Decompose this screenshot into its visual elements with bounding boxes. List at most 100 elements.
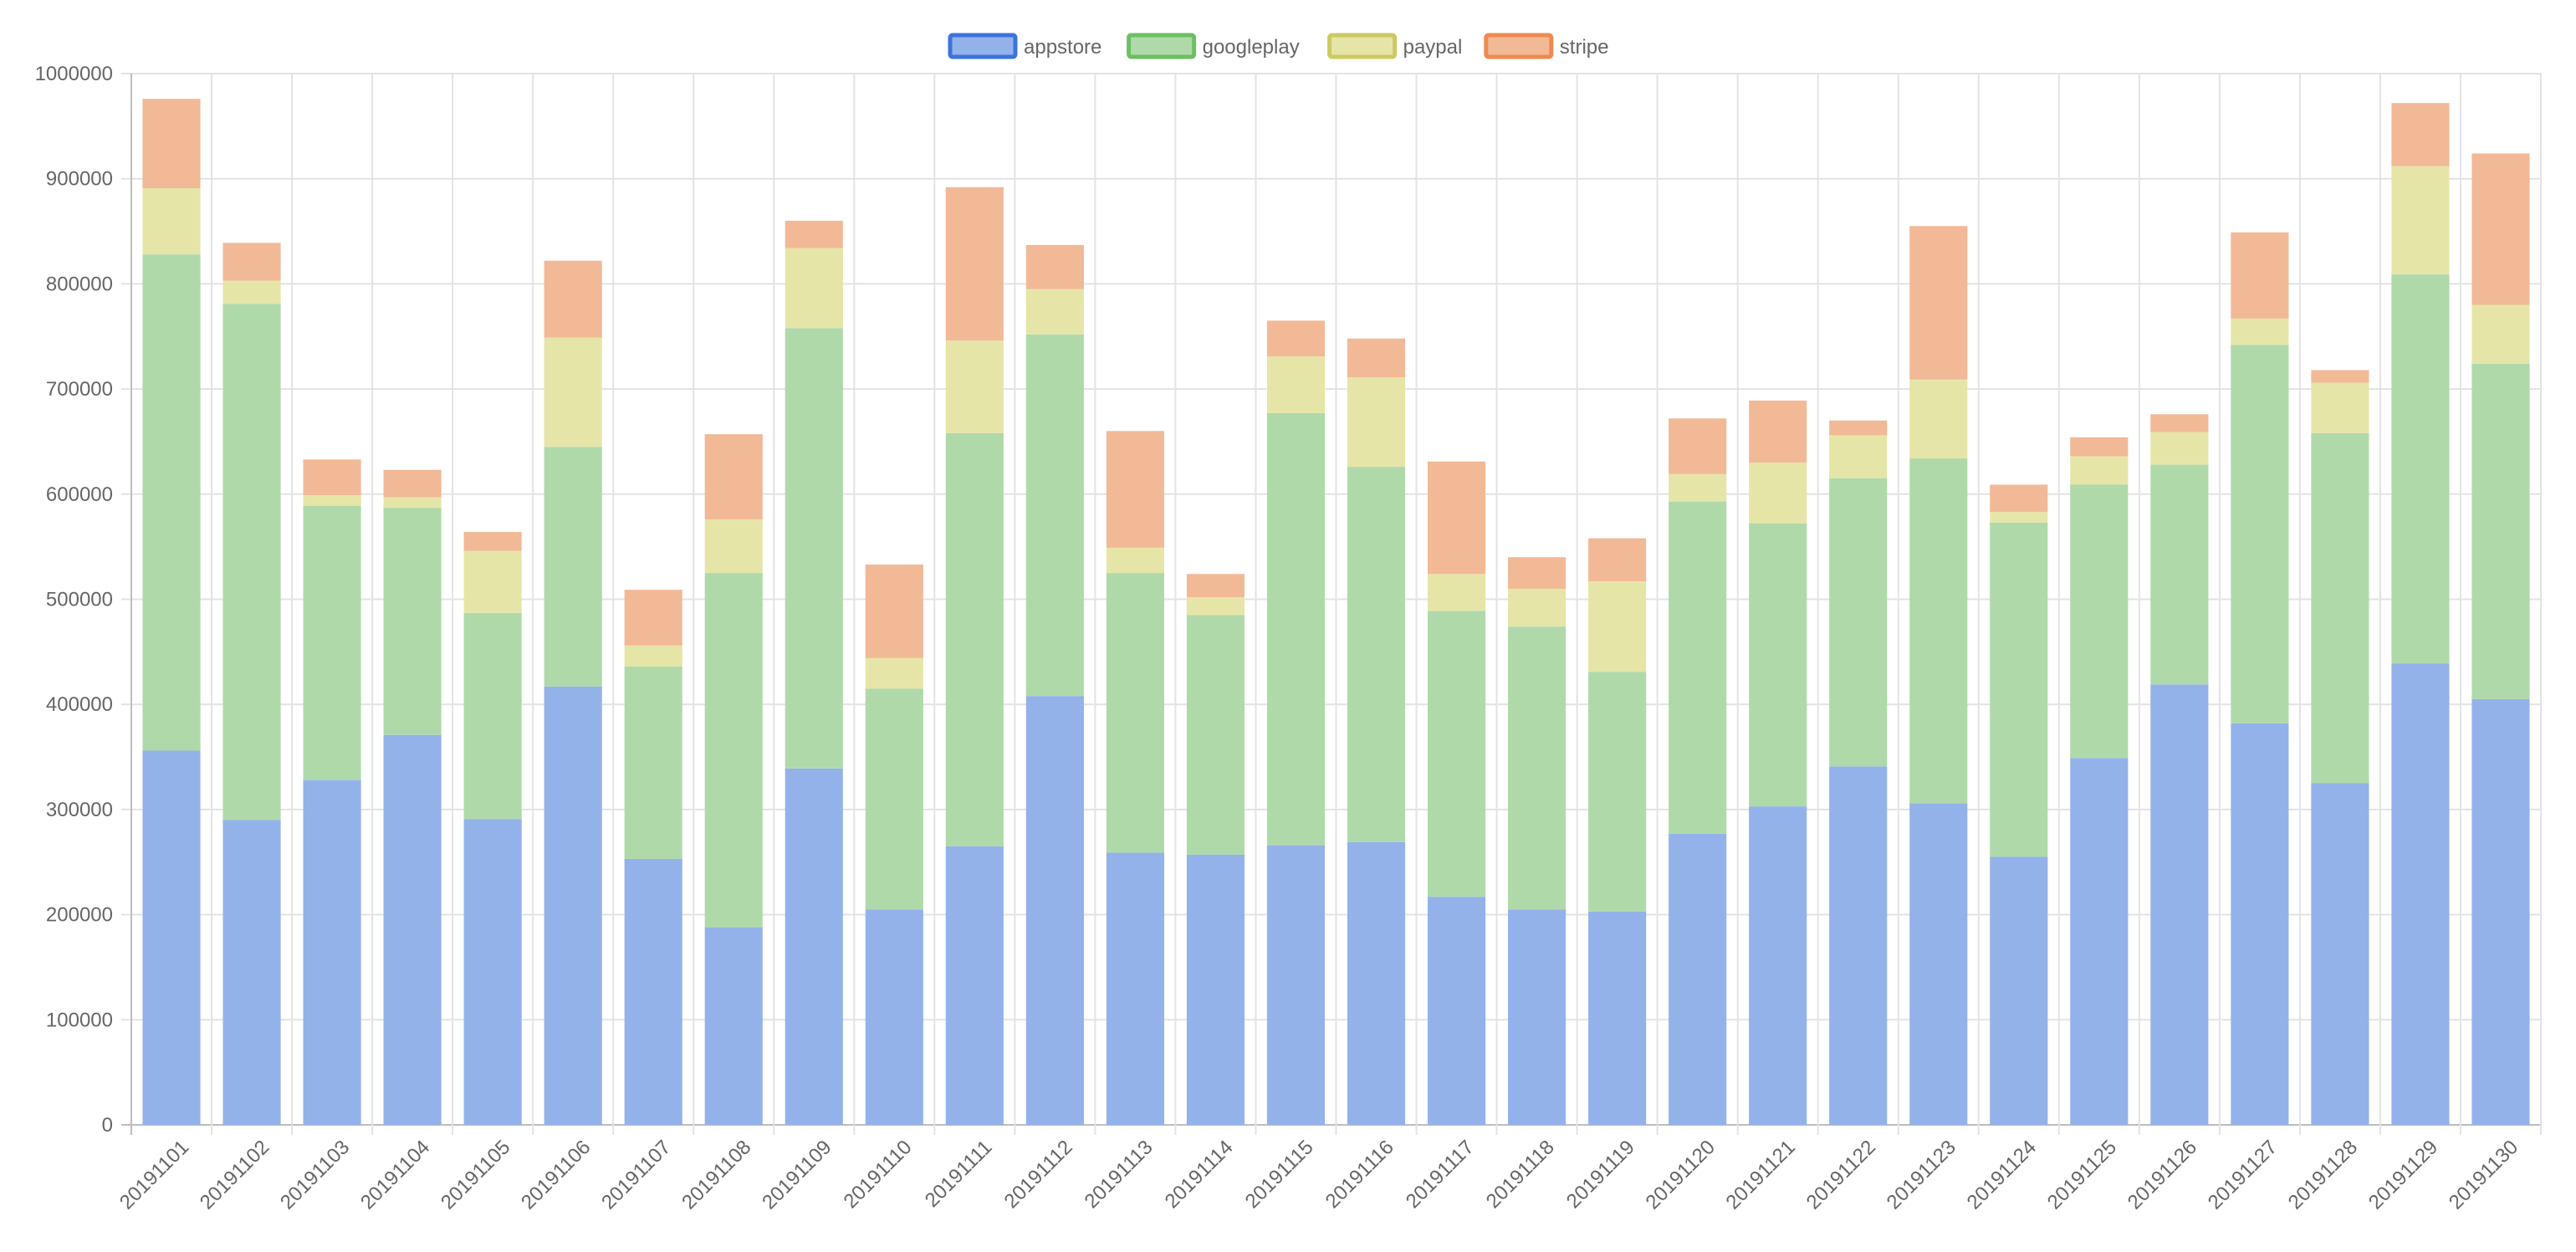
bar-stripe-20191109[interactable] (785, 220, 843, 248)
bar-paypal-20191113[interactable] (1106, 547, 1164, 574)
bar-googleplay-20191125[interactable] (2070, 484, 2129, 759)
bar-googleplay-20191106[interactable] (544, 447, 602, 687)
bar-paypal-20191123[interactable] (1909, 379, 1968, 459)
bar-paypal-20191102[interactable] (222, 280, 281, 304)
bar-appstore-20191124[interactable] (1990, 856, 2048, 1125)
bar-stripe-20191120[interactable] (1669, 418, 1727, 474)
bar-googleplay-20191129[interactable] (2391, 274, 2450, 664)
bar-paypal-20191129[interactable] (2391, 166, 2450, 275)
bar-paypal-20191101[interactable] (142, 188, 201, 255)
bar-paypal-20191112[interactable] (1025, 289, 1084, 335)
bar-appstore-20191104[interactable] (383, 734, 442, 1125)
bar-paypal-20191104[interactable] (383, 497, 442, 508)
bar-stripe-20191103[interactable] (303, 459, 361, 496)
legend-item-appstore[interactable]: appstore (948, 33, 1101, 59)
bar-appstore-20191107[interactable] (624, 858, 682, 1125)
legend-item-paypal[interactable]: paypal (1327, 33, 1463, 59)
bar-stripe-20191122[interactable] (1829, 420, 1888, 436)
bar-googleplay-20191127[interactable] (2231, 345, 2289, 723)
bar-stripe-20191116[interactable] (1347, 338, 1406, 378)
bar-googleplay-20191113[interactable] (1106, 573, 1164, 853)
bar-paypal-20191115[interactable] (1266, 356, 1326, 414)
bar-stripe-20191101[interactable] (142, 99, 201, 189)
bar-appstore-20191123[interactable] (1909, 803, 1968, 1125)
bar-stripe-20191117[interactable] (1427, 461, 1486, 575)
bar-googleplay-20191123[interactable] (1909, 458, 1968, 804)
bar-appstore-20191121[interactable] (1749, 806, 1807, 1125)
bar-appstore-20191122[interactable] (1829, 766, 1888, 1125)
bar-paypal-20191111[interactable] (945, 340, 1004, 433)
bar-googleplay-20191110[interactable] (865, 688, 923, 910)
bar-paypal-20191103[interactable] (303, 495, 361, 506)
bar-googleplay-20191118[interactable] (1508, 626, 1567, 910)
bar-stripe-20191123[interactable] (1909, 226, 1968, 380)
bar-appstore-20191118[interactable] (1508, 909, 1567, 1125)
bar-appstore-20191115[interactable] (1266, 845, 1326, 1125)
bar-stripe-20191118[interactable] (1508, 557, 1567, 589)
bar-paypal-20191128[interactable] (2311, 382, 2369, 433)
bar-stripe-20191113[interactable] (1106, 431, 1164, 548)
bar-appstore-20191111[interactable] (945, 846, 1004, 1125)
bar-appstore-20191113[interactable] (1106, 852, 1164, 1125)
bar-stripe-20191105[interactable] (463, 532, 522, 551)
legend-item-googleplay[interactable]: googleplay (1127, 33, 1300, 59)
bar-stripe-20191115[interactable] (1266, 320, 1326, 357)
bar-paypal-20191127[interactable] (2231, 318, 2289, 345)
bar-googleplay-20191109[interactable] (785, 328, 843, 769)
bar-paypal-20191130[interactable] (2471, 304, 2530, 364)
legend[interactable]: appstore googleplay paypal stripe (948, 33, 1609, 59)
legend-item-stripe[interactable]: stripe (1484, 33, 1609, 59)
bar-googleplay-20191107[interactable] (624, 666, 682, 859)
bar-stripe-20191107[interactable] (624, 590, 682, 646)
bar-paypal-20191118[interactable] (1508, 588, 1567, 627)
bar-googleplay-20191121[interactable] (1749, 523, 1807, 807)
bar-paypal-20191114[interactable] (1186, 596, 1245, 616)
bar-stripe-20191108[interactable] (704, 434, 763, 519)
bar-paypal-20191108[interactable] (704, 519, 763, 574)
bar-appstore-20191129[interactable] (2391, 663, 2450, 1125)
bar-stripe-20191102[interactable] (222, 243, 281, 281)
bar-googleplay-20191120[interactable] (1669, 501, 1727, 834)
bar-stripe-20191124[interactable] (1990, 484, 2048, 513)
bar-googleplay-20191130[interactable] (2471, 363, 2530, 699)
bar-paypal-20191110[interactable] (865, 657, 923, 689)
bar-appstore-20191108[interactable] (704, 927, 763, 1125)
bar-paypal-20191105[interactable] (463, 550, 522, 613)
bar-googleplay-20191101[interactable] (142, 254, 201, 751)
bar-paypal-20191107[interactable] (624, 645, 682, 667)
bar-stripe-20191104[interactable] (383, 469, 442, 498)
bar-googleplay-20191116[interactable] (1347, 467, 1406, 842)
bar-stripe-20191127[interactable] (2231, 232, 2289, 319)
bar-stripe-20191128[interactable] (2311, 370, 2369, 383)
bar-appstore-20191117[interactable] (1427, 897, 1486, 1125)
bar-googleplay-20191128[interactable] (2311, 432, 2369, 784)
bar-paypal-20191122[interactable] (1829, 435, 1888, 478)
bar-googleplay-20191108[interactable] (704, 573, 763, 928)
bar-paypal-20191109[interactable] (785, 248, 843, 329)
bar-paypal-20191126[interactable] (2150, 432, 2209, 465)
bar-paypal-20191116[interactable] (1347, 377, 1406, 468)
bar-appstore-20191109[interactable] (785, 768, 843, 1125)
bar-appstore-20191101[interactable] (142, 750, 201, 1125)
bar-stripe-20191114[interactable] (1186, 574, 1245, 597)
bar-stripe-20191130[interactable] (2471, 153, 2530, 305)
bar-appstore-20191102[interactable] (222, 820, 281, 1125)
bar-googleplay-20191111[interactable] (945, 432, 1004, 846)
bar-appstore-20191120[interactable] (1669, 833, 1727, 1125)
bar-appstore-20191125[interactable] (2070, 758, 2129, 1125)
bar-appstore-20191128[interactable] (2311, 783, 2369, 1125)
bar-appstore-20191105[interactable] (463, 819, 522, 1125)
bar-appstore-20191112[interactable] (1025, 696, 1084, 1125)
bar-appstore-20191110[interactable] (865, 909, 923, 1125)
bar-paypal-20191119[interactable] (1588, 581, 1647, 672)
bar-stripe-20191121[interactable] (1749, 400, 1807, 463)
bar-googleplay-20191124[interactable] (1990, 522, 2048, 857)
bar-paypal-20191125[interactable] (2070, 456, 2129, 485)
bar-appstore-20191114[interactable] (1186, 854, 1245, 1125)
bar-googleplay-20191117[interactable] (1427, 611, 1486, 897)
bar-stripe-20191125[interactable] (2070, 437, 2129, 457)
bar-appstore-20191127[interactable] (2231, 723, 2289, 1125)
bar-googleplay-20191105[interactable] (463, 612, 522, 820)
bar-paypal-20191117[interactable] (1427, 574, 1486, 611)
bar-googleplay-20191115[interactable] (1266, 413, 1326, 846)
